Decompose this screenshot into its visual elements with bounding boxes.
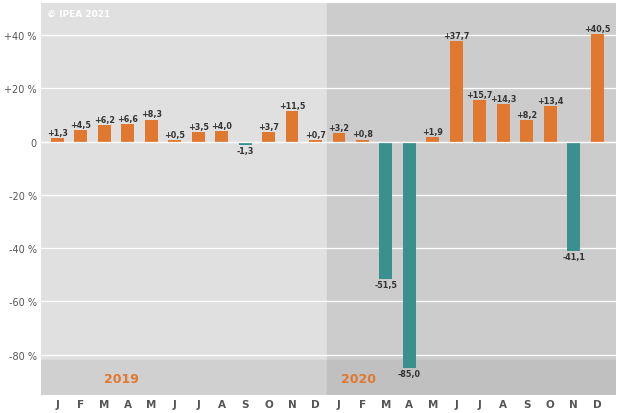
Text: +37,7: +37,7: [443, 32, 469, 41]
Bar: [192, 133, 205, 142]
Text: -1,3: -1,3: [236, 147, 254, 156]
Bar: [327, 4, 616, 395]
Text: +13,4: +13,4: [537, 97, 564, 106]
Bar: [41, 4, 327, 395]
Bar: [145, 120, 157, 142]
Text: +8,2: +8,2: [516, 111, 538, 119]
Text: +6,6: +6,6: [117, 115, 138, 124]
Text: -51,5: -51,5: [374, 280, 397, 289]
Text: +3,2: +3,2: [329, 124, 350, 133]
Bar: [332, 134, 345, 142]
Text: +14,3: +14,3: [490, 94, 516, 103]
Bar: [309, 140, 322, 142]
Bar: [215, 132, 228, 142]
Bar: [168, 141, 181, 142]
Text: +40,5: +40,5: [584, 25, 610, 33]
Bar: [473, 101, 486, 142]
Bar: [286, 112, 298, 142]
Text: +4,0: +4,0: [211, 122, 232, 131]
Bar: [544, 107, 557, 142]
Bar: [567, 142, 580, 252]
Bar: [591, 35, 603, 142]
Bar: [51, 139, 64, 142]
Text: © IPEA 2021: © IPEA 2021: [46, 10, 110, 19]
Text: 2020: 2020: [341, 372, 376, 385]
Text: +3,7: +3,7: [258, 122, 279, 131]
Text: -41,1: -41,1: [562, 253, 585, 261]
Text: +0,5: +0,5: [164, 131, 185, 140]
Bar: [122, 125, 134, 142]
Bar: [520, 121, 533, 142]
Text: +11,5: +11,5: [279, 102, 305, 111]
Text: +3,5: +3,5: [188, 123, 208, 132]
Text: +0,7: +0,7: [305, 131, 326, 140]
Text: +1,9: +1,9: [422, 127, 443, 136]
Bar: [379, 142, 392, 279]
Bar: [239, 142, 252, 146]
Bar: [497, 104, 510, 142]
Bar: [74, 131, 87, 142]
Bar: [356, 140, 369, 142]
Text: 2019: 2019: [104, 372, 139, 385]
Text: +1,3: +1,3: [47, 129, 68, 138]
Bar: [427, 137, 439, 142]
Text: +8,3: +8,3: [141, 110, 162, 119]
Bar: [403, 142, 416, 368]
Text: +15,7: +15,7: [467, 90, 493, 100]
Bar: [327, 360, 616, 395]
Bar: [41, 360, 327, 395]
Text: -85,0: -85,0: [398, 369, 421, 378]
Text: +6,2: +6,2: [94, 116, 115, 125]
Bar: [450, 42, 463, 142]
Text: +0,8: +0,8: [352, 130, 373, 139]
Bar: [262, 133, 275, 142]
Text: +4,5: +4,5: [71, 120, 91, 129]
Bar: [98, 126, 111, 142]
